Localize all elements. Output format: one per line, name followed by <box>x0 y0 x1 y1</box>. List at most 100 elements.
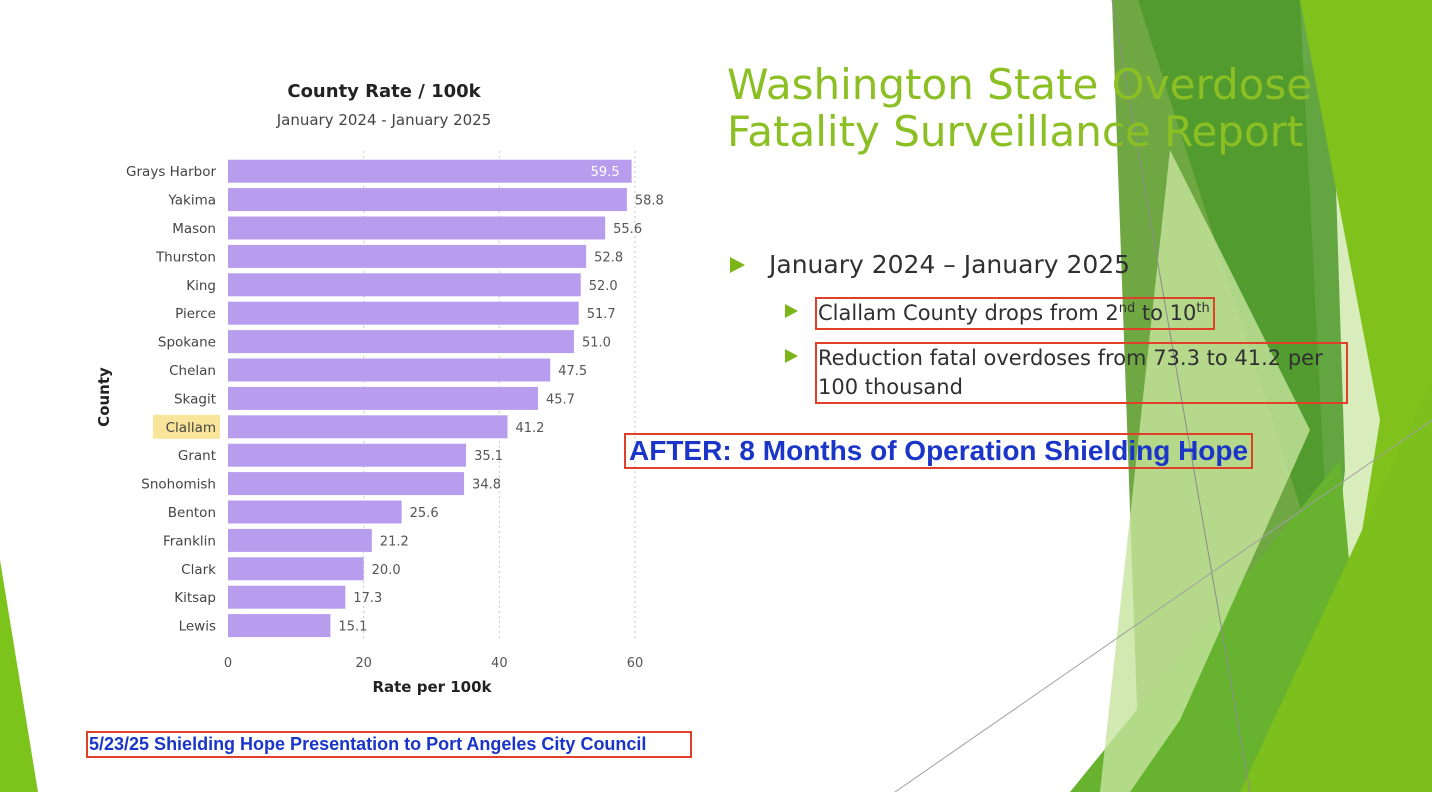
bar-row: Clark 20.0 <box>181 557 401 581</box>
bg-right-accent-panel <box>1240 380 1432 792</box>
bar <box>228 244 587 268</box>
chart-title: County Rate / 100k <box>287 81 481 102</box>
value-label: 45.7 <box>546 392 575 407</box>
x-tick-label: 40 <box>491 656 508 671</box>
county-rate-bar-chart: County Rate / 100k January 2024 - Januar… <box>95 81 664 696</box>
value-label: 51.7 <box>587 307 616 322</box>
bar <box>228 472 465 496</box>
reduction-box: Reduction fatal overdoses from 73.3 to 4… <box>815 342 1348 404</box>
value-label: 41.2 <box>515 421 544 436</box>
category-label: Pierce <box>175 306 216 322</box>
bar <box>228 330 574 354</box>
value-label: 59.5 <box>591 165 620 180</box>
bar <box>228 273 581 297</box>
bg-thin-line-1 <box>1111 0 1251 792</box>
sub-bullet-reduction: Reduction fatal overdoses from 73.3 to 4… <box>785 342 1348 404</box>
category-highlight <box>153 414 220 439</box>
bullet-date-range-text: January 2024 – January 2025 <box>769 250 1131 279</box>
x-axis-label: Rate per 100k <box>372 678 492 696</box>
bullet-date-range: January 2024 – January 2025 <box>730 252 1130 278</box>
slide-title: Washington State Overdose Fatality Surve… <box>727 60 1313 156</box>
bar-row: Spokane 51.0 <box>158 330 611 354</box>
y-axis-label: County <box>95 367 113 427</box>
category-label: Yakima <box>167 193 216 209</box>
sub-bullet-arrow-icon <box>785 349 798 363</box>
bar-row: Franklin 21.2 <box>163 528 409 552</box>
category-label: Benton <box>168 505 216 521</box>
bar-row: King 52.0 <box>186 273 618 297</box>
bar-row: Yakima 58.8 <box>167 188 664 212</box>
category-label: Kitsap <box>174 590 216 606</box>
value-label: 15.1 <box>338 620 367 635</box>
rank-drop-text-1: Clallam County drops from 2 <box>818 301 1119 325</box>
value-label: 47.5 <box>558 364 587 379</box>
value-label: 52.0 <box>589 279 618 294</box>
bar <box>228 216 606 240</box>
bar <box>228 557 364 581</box>
category-label: Thurston <box>155 249 216 265</box>
rank-drop-text-2: to 10 <box>1135 301 1197 325</box>
bar <box>228 528 372 552</box>
sub-bullet-arrow-icon <box>785 304 798 318</box>
bar <box>228 159 632 183</box>
bar-row: Thurston 52.8 <box>155 244 623 268</box>
bar-row: Kitsap 17.3 <box>174 585 382 609</box>
bar <box>228 585 346 609</box>
value-label: 51.0 <box>582 336 611 351</box>
value-label: 52.8 <box>594 250 623 265</box>
value-label: 55.6 <box>613 222 642 237</box>
bar-row: Clallam 41.2 <box>153 414 544 439</box>
rank-drop-sup-1: nd <box>1118 301 1136 316</box>
bar <box>228 188 627 212</box>
bar <box>228 301 579 325</box>
bar-row: Mason 55.6 <box>172 216 642 240</box>
bars: Grays Harbor 59.5 Yakima 58.8 Mason 55.6 Thurs… <box>126 159 664 638</box>
category-label: Grant <box>178 448 216 464</box>
bar-row: Snohomish 34.8 <box>141 472 501 496</box>
value-label: 20.0 <box>372 563 401 578</box>
x-tick-label: 20 <box>355 656 372 671</box>
x-tick-label: 0 <box>224 656 232 671</box>
category-label: Snohomish <box>141 477 216 493</box>
value-label: 58.8 <box>635 194 664 209</box>
x-tick-label: 60 <box>627 656 644 671</box>
bar-row: Grays Harbor 59.5 <box>126 159 632 183</box>
bar-row: Chelan 47.5 <box>169 358 587 382</box>
category-label: Clallam <box>166 420 216 436</box>
bg-right-pale-panel <box>1100 150 1310 792</box>
value-label: 34.8 <box>472 478 501 493</box>
bg-left-sliver <box>0 560 38 792</box>
bar-row: Pierce 51.7 <box>175 301 616 325</box>
category-label: Grays Harbor <box>126 164 216 180</box>
x-tick-labels: 0 20 40 60 <box>224 656 643 671</box>
bar-row: Skagit 45.7 <box>174 386 575 410</box>
bar <box>228 386 538 410</box>
bar <box>228 500 402 524</box>
value-label: 35.1 <box>474 449 503 464</box>
category-label: Franklin <box>163 533 216 549</box>
bar-row: Benton 25.6 <box>168 500 439 524</box>
category-label: King <box>186 278 216 294</box>
bar-row: Grant 35.1 <box>178 443 503 467</box>
bullet-arrow-icon <box>730 257 745 273</box>
rank-drop-box: Clallam County drops from 2nd to 10th <box>815 297 1215 330</box>
value-label: 21.2 <box>380 534 409 549</box>
bar <box>228 614 331 638</box>
bar <box>228 415 508 439</box>
category-label: Spokane <box>158 335 216 351</box>
after-callout: AFTER: 8 Months of Operation Shielding H… <box>624 433 1253 469</box>
category-label: Lewis <box>179 619 216 635</box>
bar <box>228 443 467 467</box>
category-label: Skagit <box>174 391 216 407</box>
category-label: Clark <box>181 562 216 578</box>
bar-row: Lewis 15.1 <box>179 614 367 638</box>
category-label: Chelan <box>169 363 216 379</box>
footer-caption: 5/23/25 Shielding Hope Presentation to P… <box>86 731 692 758</box>
bar <box>228 358 551 382</box>
bg-thin-line-2 <box>894 419 1432 792</box>
value-label: 17.3 <box>353 591 382 606</box>
sub-bullet-rank-drop: Clallam County drops from 2nd to 10th <box>785 297 1215 330</box>
category-label: Mason <box>172 221 216 237</box>
value-label: 25.6 <box>410 506 439 521</box>
